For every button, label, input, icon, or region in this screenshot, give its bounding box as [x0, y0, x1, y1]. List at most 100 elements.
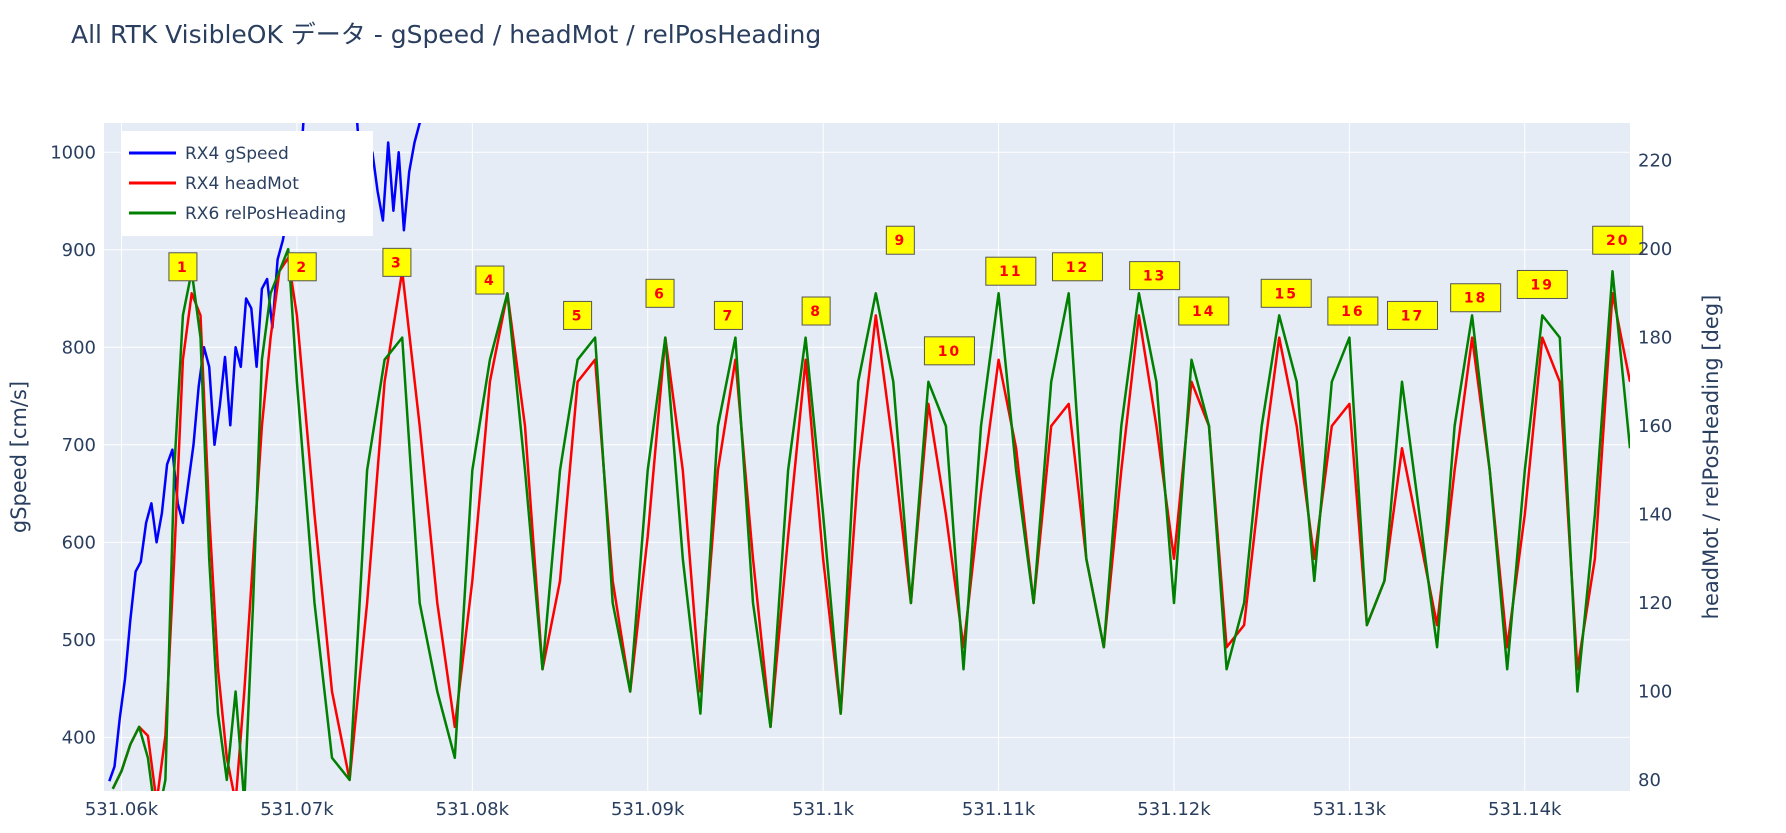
annotation-marker: 10 — [923, 336, 975, 366]
y-left-axis-ticks: 400 500 600 700 800 900 1000 — [50, 142, 96, 748]
series-line-0 — [108, 123, 422, 782]
y-right-tick-label: 120 — [1638, 593, 1672, 614]
series-line-2 — [111, 247, 1630, 791]
annotation-marker: 14 — [1178, 296, 1230, 326]
annotation-marker: 8 — [801, 296, 831, 326]
y-right-tick-label: 220 — [1638, 151, 1672, 172]
y-left-tick-label: 700 — [62, 435, 96, 456]
annotation-label: 5 — [572, 308, 584, 324]
annotation-label: 9 — [894, 233, 906, 249]
annotation-marker: 5 — [563, 300, 593, 330]
x-tick-label: 531.13k — [1313, 799, 1387, 820]
annotation-marker: 7 — [713, 300, 743, 330]
x-tick-label: 531.12k — [1137, 799, 1211, 820]
annotation-marker: 19 — [1516, 269, 1568, 299]
annotation-box — [1592, 225, 1644, 255]
annotation-label: 13 — [1143, 269, 1166, 285]
annotation-label: 3 — [391, 255, 403, 271]
gridlines — [104, 123, 1630, 791]
annotation-marker: 20 — [1592, 225, 1644, 255]
annotation-label: 19 — [1531, 277, 1554, 293]
annotation-label: 20 — [1606, 233, 1629, 249]
annotation-marker: 11 — [985, 256, 1037, 286]
annotation-label: 17 — [1401, 308, 1424, 324]
annotation-label: 15 — [1274, 286, 1297, 302]
annotation-box — [563, 300, 593, 330]
annotation-marker: 12 — [1051, 252, 1103, 282]
annotation-box — [1260, 278, 1312, 308]
legend-label: RX4 gSpeed — [185, 144, 289, 164]
y-right-tick-label: 180 — [1638, 328, 1672, 349]
annotation-box — [1129, 261, 1181, 291]
y-left-tick-label: 1000 — [50, 142, 96, 163]
annotation-box — [1178, 296, 1230, 326]
y-left-tick-label: 500 — [62, 630, 96, 651]
x-tick-label: 531.06k — [85, 799, 159, 820]
annotation-box — [382, 247, 412, 277]
y-left-tick-label: 800 — [62, 337, 96, 358]
annotation-marker: 15 — [1260, 278, 1312, 308]
annotation-marker: 16 — [1327, 296, 1379, 326]
annotation-box — [1450, 283, 1502, 313]
annotation-box — [1516, 269, 1568, 299]
annotation-marker: 18 — [1450, 283, 1502, 313]
annotation-marker: 4 — [475, 265, 505, 295]
annotation-box — [1051, 252, 1103, 282]
y-right-tick-label: 160 — [1638, 416, 1672, 437]
annotation-marker: 17 — [1387, 300, 1439, 330]
annotation-box — [168, 252, 198, 282]
y-left-tick-label: 900 — [62, 240, 96, 261]
annotation-box — [287, 252, 317, 282]
annotation-box — [713, 300, 743, 330]
legend-label: RX4 headMot — [185, 174, 299, 194]
annotation-label: 10 — [938, 344, 961, 360]
y-right-tick-label: 200 — [1638, 239, 1672, 260]
legend-label: RX6 relPosHeading — [185, 204, 346, 224]
y-left-axis-title: gSpeed [cm/s] — [7, 381, 31, 533]
y-left-tick-label: 600 — [62, 532, 96, 553]
y-right-tick-label: 100 — [1638, 681, 1672, 702]
annotation-label: 6 — [654, 286, 666, 302]
legend[interactable]: RX4 gSpeed RX4 headMot RX6 relPosHeading — [121, 131, 373, 236]
annotation-marker: 3 — [382, 247, 412, 277]
annotation-label: 12 — [1066, 260, 1089, 276]
x-tick-label: 531.11k — [962, 799, 1036, 820]
annotation-marker: 9 — [885, 225, 915, 255]
x-tick-label: 531.07k — [260, 799, 334, 820]
annotation-box — [1327, 296, 1379, 326]
annotation-label: 2 — [296, 260, 308, 276]
x-tick-label: 531.08k — [436, 799, 510, 820]
series-group — [108, 123, 1630, 791]
annotation-label: 7 — [723, 308, 735, 324]
annotation-marker: 13 — [1129, 261, 1181, 291]
annotation-label: 18 — [1464, 291, 1487, 307]
annotation-box — [801, 296, 831, 326]
annotation-box — [923, 336, 975, 366]
annotation-box — [645, 278, 675, 308]
annotation-box — [885, 225, 915, 255]
x-tick-label: 531.14k — [1488, 799, 1562, 820]
x-tick-label: 531.09k — [611, 799, 685, 820]
chart-title: All RTK VisibleOK データ - gSpeed / headMot… — [71, 20, 821, 49]
annotation-box — [475, 265, 505, 295]
annotation-label: 11 — [999, 264, 1022, 280]
x-axis-ticks: 531.06k 531.07k 531.08k 531.09k 531.1k 531.11… — [85, 799, 1562, 820]
annotation-marker: 6 — [645, 278, 675, 308]
annotation-box — [985, 256, 1037, 286]
y-right-tick-label: 80 — [1638, 770, 1661, 791]
annotation-marker: 1 — [168, 252, 198, 282]
y-left-tick-label: 400 — [62, 727, 96, 748]
annotation-label: 14 — [1192, 304, 1215, 320]
annotation-label: 4 — [484, 273, 496, 289]
y-right-axis-title: headMot / relPosHeading [deg] — [1699, 295, 1723, 620]
annotation-label: 8 — [810, 304, 822, 320]
annotation-box — [1387, 300, 1439, 330]
x-tick-label: 531.1k — [792, 799, 855, 820]
y-right-axis-ticks: 80 100 120 140 160 180 200 220 — [1638, 151, 1672, 791]
annotation-label: 1 — [177, 260, 189, 276]
y-right-tick-label: 140 — [1638, 505, 1672, 526]
annotation-marker: 2 — [287, 252, 317, 282]
annotation-label: 16 — [1341, 304, 1364, 320]
